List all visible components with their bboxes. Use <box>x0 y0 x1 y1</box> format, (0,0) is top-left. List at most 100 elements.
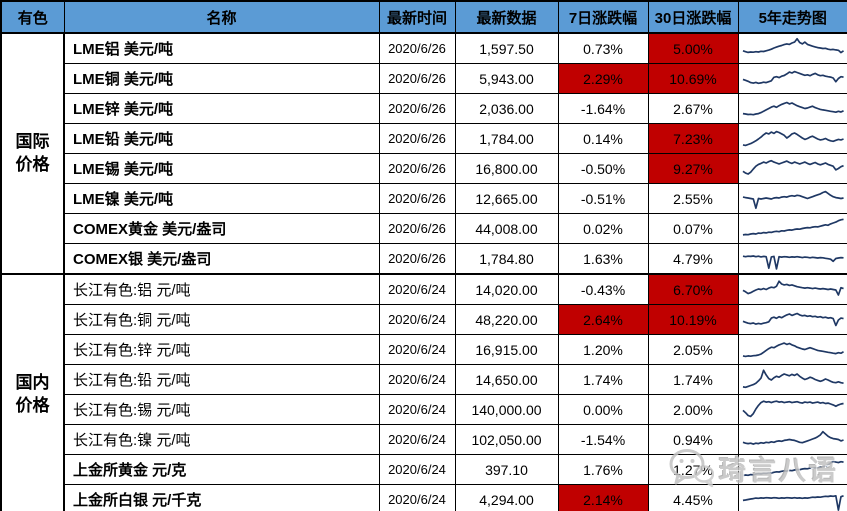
sparkline-chart <box>742 280 844 296</box>
table-row: 长江有色:锌 元/吨 2020/6/24 16,915.00 1.20% 2.0… <box>1 334 847 365</box>
sparkline-cell <box>737 93 847 124</box>
table-row: 上金所黄金 元/克 2020/6/24 397.10 1.76% 1.27% <box>1 454 847 485</box>
sparkline-cell <box>737 32 847 64</box>
change-7d-cell: 2.29% <box>557 63 649 94</box>
sparkline-cell <box>737 424 847 455</box>
sparkline-chart <box>742 494 844 511</box>
latest-time-cell: 2020/6/24 <box>378 394 456 425</box>
sparkline-chart <box>742 312 844 327</box>
latest-time-cell: 2020/6/24 <box>378 334 456 365</box>
latest-value-cell: 12,665.00 <box>454 183 559 214</box>
header-col-7d-change: 7日涨跌幅 <box>557 0 649 34</box>
instrument-name-cell: COMEX黄金 美元/盎司 <box>63 213 380 244</box>
change-7d-cell: 0.02% <box>557 213 649 244</box>
table-row: LME锌 美元/吨 2020/6/26 2,036.00 -1.64% 2.67… <box>1 93 847 124</box>
header-col-30d-change: 30日涨跌幅 <box>647 0 739 34</box>
change-30d-cell: 4.79% <box>647 243 739 275</box>
table-row: 国际价格 LME铝 美元/吨 2020/6/26 1,597.50 0.73% 5… <box>0 32 847 275</box>
change-7d-cell: 1.20% <box>557 334 649 365</box>
table-row: LME镍 美元/吨 2020/6/26 12,665.00 -0.51% 2.5… <box>1 183 847 214</box>
latest-value-cell: 4,294.00 <box>454 484 559 511</box>
row-group-label: 国内价格 <box>0 273 65 511</box>
latest-value-cell: 140,000.00 <box>454 394 559 425</box>
change-7d-cell: -0.43% <box>557 273 649 305</box>
header-row: 有色 名称 最新时间 最新数据 7日涨跌幅 30日涨跌幅 5年走势图 <box>0 0 847 34</box>
change-7d-cell: -1.64% <box>557 93 649 124</box>
latest-value-cell: 102,050.00 <box>454 424 559 455</box>
sparkline-chart <box>742 342 844 358</box>
latest-time-cell: 2020/6/26 <box>378 153 456 184</box>
table-row: LME锡 美元/吨 2020/6/26 16,800.00 -0.50% 9.2… <box>1 153 847 184</box>
sparkline-chart <box>741 400 844 418</box>
sparkline-cell <box>737 364 847 395</box>
sparkline-chart <box>741 159 844 175</box>
change-7d-cell: 1.74% <box>557 364 649 395</box>
row-group-label: 国际价格 <box>0 32 65 275</box>
latest-value-cell: 1,597.50 <box>454 32 559 64</box>
latest-time-cell: 2020/6/26 <box>378 213 456 244</box>
sparkline-chart <box>742 130 844 147</box>
header-col-name: 名称 <box>63 0 380 34</box>
change-30d-cell: 4.45% <box>647 484 739 511</box>
sparkline-cell <box>737 304 847 335</box>
table-row: 国内价格 长江有色:铝 元/吨 2020/6/24 14,020.00 -0.43… <box>0 273 847 511</box>
sparkline-chart <box>742 218 844 236</box>
sparkline-cell <box>737 183 847 214</box>
instrument-name-cell: 长江有色:铝 元/吨 <box>63 273 380 305</box>
table-row: 上金所白银 元/千克 2020/6/24 4,294.00 2.14% 4.45… <box>1 484 847 511</box>
table-row: 长江有色:镍 元/吨 2020/6/24 102,050.00 -1.54% 0… <box>1 424 847 455</box>
sparkline-chart <box>742 430 844 445</box>
latest-time-cell: 2020/6/24 <box>378 304 456 335</box>
sparkline-chart <box>742 460 844 477</box>
latest-time-cell: 2020/6/26 <box>378 32 456 64</box>
table-row: LME铅 美元/吨 2020/6/26 1,784.00 0.14% 7.23% <box>1 123 847 154</box>
latest-time-cell: 2020/6/26 <box>378 243 456 275</box>
change-7d-cell: -1.54% <box>557 424 649 455</box>
sparkline-cell <box>737 213 847 244</box>
latest-value-cell: 5,943.00 <box>454 63 559 94</box>
instrument-name-cell: LME铝 美元/吨 <box>63 32 380 64</box>
change-30d-cell: 1.27% <box>647 454 739 485</box>
change-30d-cell: 9.27% <box>647 153 739 184</box>
sparkline-cell <box>737 394 847 425</box>
sparkline-cell <box>737 243 847 275</box>
table-row: COMEX黄金 美元/盎司 2020/6/26 44,008.00 0.02% … <box>1 213 847 244</box>
header-col-value: 最新数据 <box>454 0 559 34</box>
instrument-name-cell: 上金所黄金 元/克 <box>63 454 380 485</box>
latest-value-cell: 44,008.00 <box>454 213 559 244</box>
instrument-name-cell: 长江有色:锌 元/吨 <box>63 334 380 365</box>
instrument-name-cell: 长江有色:镍 元/吨 <box>63 424 380 455</box>
latest-time-cell: 2020/6/26 <box>378 93 456 124</box>
sparkline-chart <box>742 190 844 210</box>
latest-value-cell: 397.10 <box>454 454 559 485</box>
header-col-5y-trend: 5年走势图 <box>737 0 847 34</box>
change-7d-cell: 2.14% <box>557 484 649 511</box>
sparkline-cell <box>737 63 847 94</box>
change-30d-cell: 7.23% <box>647 123 739 154</box>
latest-time-cell: 2020/6/26 <box>378 123 456 154</box>
header-col-group: 有色 <box>0 0 65 34</box>
latest-time-cell: 2020/6/24 <box>378 454 456 485</box>
instrument-name-cell: LME铅 美元/吨 <box>63 123 380 154</box>
latest-time-cell: 2020/6/24 <box>378 424 456 455</box>
sparkline-chart <box>742 255 844 270</box>
change-7d-cell: 1.76% <box>557 454 649 485</box>
latest-time-cell: 2020/6/24 <box>378 364 456 395</box>
latest-time-cell: 2020/6/24 <box>378 484 456 511</box>
latest-value-cell: 14,650.00 <box>454 364 559 395</box>
instrument-name-cell: LME锌 美元/吨 <box>63 93 380 124</box>
instrument-name-cell: 长江有色:锡 元/吨 <box>63 394 380 425</box>
instrument-name-cell: 长江有色:铅 元/吨 <box>63 364 380 395</box>
change-7d-cell: 0.14% <box>557 123 649 154</box>
table-row: LME铜 美元/吨 2020/6/26 5,943.00 2.29% 10.69… <box>1 63 847 94</box>
sparkline-cell <box>737 153 847 184</box>
change-7d-cell: -0.51% <box>557 183 649 214</box>
table-row: 长江有色:锡 元/吨 2020/6/24 140,000.00 0.00% 2.… <box>1 394 847 425</box>
change-30d-cell: 10.19% <box>647 304 739 335</box>
change-30d-cell: 2.00% <box>647 394 739 425</box>
latest-time-cell: 2020/6/26 <box>378 63 456 94</box>
instrument-name-cell: 上金所白银 元/千克 <box>63 484 380 511</box>
latest-time-cell: 2020/6/24 <box>378 273 456 305</box>
